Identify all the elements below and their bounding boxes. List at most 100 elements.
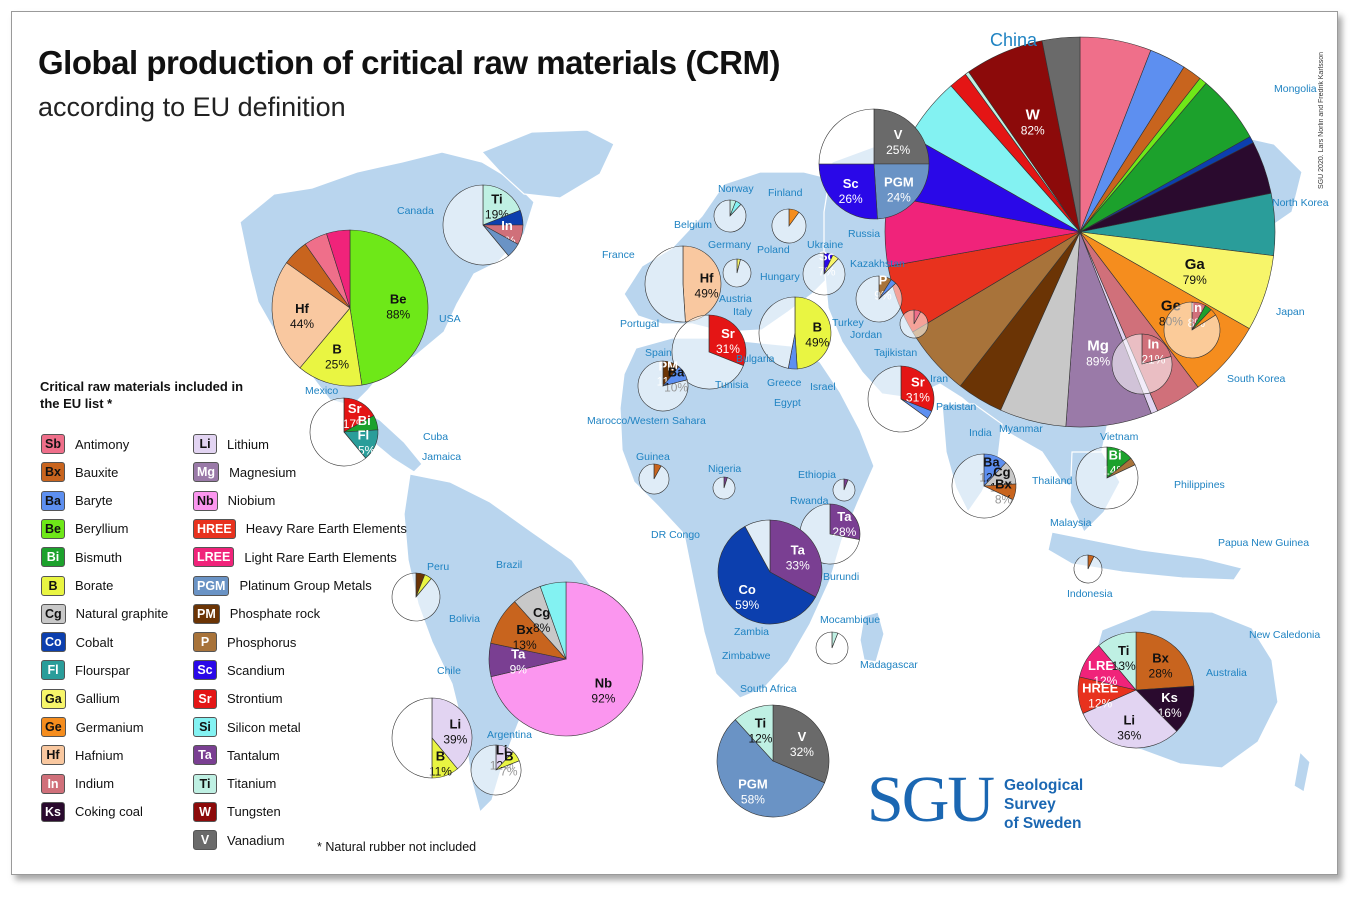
legend-label: Platinum Group Metals <box>239 578 372 593</box>
pie-indonesia <box>1073 554 1103 584</box>
country-label: Tunisia <box>715 379 749 391</box>
legend-swatch: Bi <box>41 547 65 568</box>
pie-slice-v <box>1041 36 1081 233</box>
pie-slice-percent: 92% <box>591 692 615 706</box>
pie-slice-ti <box>734 704 774 762</box>
legend-label: Tantalum <box>227 747 280 763</box>
pie-slice-code: Li <box>1123 712 1135 727</box>
map-labels: China Canada USA Mexico Cuba Jamaica Brazil Per… <box>305 30 1329 741</box>
pie-slice-percent: 12% <box>748 732 772 746</box>
legend-item-p: P Phosphorus <box>193 631 296 653</box>
legend-swatch: PGM <box>193 575 230 596</box>
pie-slice-percent: 31% <box>906 390 930 404</box>
pie-slice-sr <box>900 365 935 412</box>
country-label: Malaysia <box>1050 517 1092 529</box>
pie-slice-v <box>873 108 930 165</box>
pie-slice-percent: 49% <box>805 335 829 349</box>
pie-slice-rest <box>470 744 522 796</box>
legend-label: Silicon metal <box>227 719 301 735</box>
pie-slice-code: Li <box>496 743 508 758</box>
country-label: Germany <box>708 239 752 251</box>
new-zealand-shape <box>1293 750 1311 793</box>
legend-swatch: LREE <box>193 547 235 568</box>
pie-slice-percent: 88% <box>386 307 410 321</box>
pie-slice-percent: 31% <box>716 342 740 356</box>
pie-slice-pgm <box>716 719 825 818</box>
pie-slice-ti <box>1098 631 1137 691</box>
country-label: Peru <box>427 561 449 573</box>
country-label: Russia <box>848 228 880 240</box>
pie-slice-code: Sr <box>721 326 735 341</box>
legend-item-nb: Nb Niobium <box>193 490 275 512</box>
legend-item-ge: Ge Germanium <box>41 716 144 738</box>
pie-slice-rest <box>1075 446 1139 510</box>
legend-item-ks: Ks Coking coal <box>41 801 143 823</box>
legend-label: Bauxite <box>75 464 119 480</box>
pie-slice-code: Ks <box>1161 690 1178 705</box>
legend-label: Flourspar <box>75 662 130 678</box>
pie-slice-rest <box>713 199 747 233</box>
legend-footnote: * Natural rubber not included <box>317 840 477 854</box>
pie-slice-code: Nb <box>595 676 612 691</box>
pie-slice-code: Bx <box>1152 651 1169 666</box>
country-label: Kazakhstan <box>850 258 905 270</box>
pie-slice-code: Ga <box>1185 256 1206 273</box>
page-subtitle: according to EU definition <box>38 92 346 122</box>
pie-germany <box>722 258 752 288</box>
pie-slice-code: Ba <box>668 365 685 380</box>
country-label: Finland <box>768 187 803 199</box>
legend-label: Indium <box>75 776 115 792</box>
legend-item-si: Si Silicon metal <box>193 716 301 738</box>
legend-item-bx: Bx Bauxite <box>41 461 118 483</box>
legend-label: Magnesium <box>229 464 297 480</box>
country-label: Chile <box>437 665 461 677</box>
pie-slice-nb <box>490 581 644 737</box>
greenland-shape <box>480 129 615 199</box>
pie-slice-code: B <box>504 748 513 763</box>
pie-slice-rest <box>951 453 1014 519</box>
pie-slice-percent: 49% <box>695 286 719 300</box>
legend-label: Phosphorus <box>227 634 297 650</box>
legend-label: Antimony <box>75 436 130 452</box>
pie-slice-percent: 32% <box>790 745 814 759</box>
legend-swatch: HREE <box>193 518 236 539</box>
legend-label: Bismuth <box>75 549 122 565</box>
country-label: Australia <box>1206 667 1247 679</box>
pie-slice-sc <box>818 163 878 220</box>
pie-slice-code: In <box>1148 336 1160 351</box>
pie-slice-code: In <box>501 218 513 233</box>
legend-swatch: Ta <box>193 745 217 766</box>
legend-item-hree: HREE Heavy Rare Earth Elements <box>193 518 407 540</box>
country-label: Austria <box>719 293 752 305</box>
pie-slice-rest <box>744 519 771 573</box>
country-label: Tajikistan <box>874 347 917 359</box>
pie-slice-rest <box>1111 333 1173 395</box>
legend-item-li: Li Lithium <box>193 433 269 455</box>
pie-peru <box>391 572 441 622</box>
pie-slice-rest <box>771 208 807 244</box>
legend-item-pgm: PGM Platinum Group Metals <box>193 575 372 597</box>
pie-slice-code: Li <box>450 717 462 732</box>
legend-label: Hafnium <box>75 747 124 763</box>
pie-argentina: Li12%B7% <box>470 743 522 796</box>
pie-japan: In8% <box>1163 300 1221 359</box>
pie-slice-code: Mg <box>1087 338 1109 355</box>
legend-label: Beryllium <box>75 521 129 537</box>
pie-kazakhstan: P9% <box>855 272 903 323</box>
legend-swatch: Ti <box>193 773 217 794</box>
pie-slice-code: Co <box>739 582 756 597</box>
pie-slice-percent: 59% <box>735 598 759 612</box>
country-label: Cuba <box>423 431 448 443</box>
legend-item-bi: Bi Bismuth <box>41 546 122 568</box>
country-label: Rwanda <box>790 495 829 507</box>
pie-slice-rest <box>722 258 752 288</box>
pie-slice-code: Sr <box>348 401 362 416</box>
pie-slice-code: Sc <box>843 176 859 191</box>
country-label: Jamaica <box>422 451 461 463</box>
legend-label: Baryte <box>75 493 113 509</box>
indonesia-shape <box>1047 531 1243 581</box>
pie-slice-code: Ti <box>1118 643 1129 658</box>
